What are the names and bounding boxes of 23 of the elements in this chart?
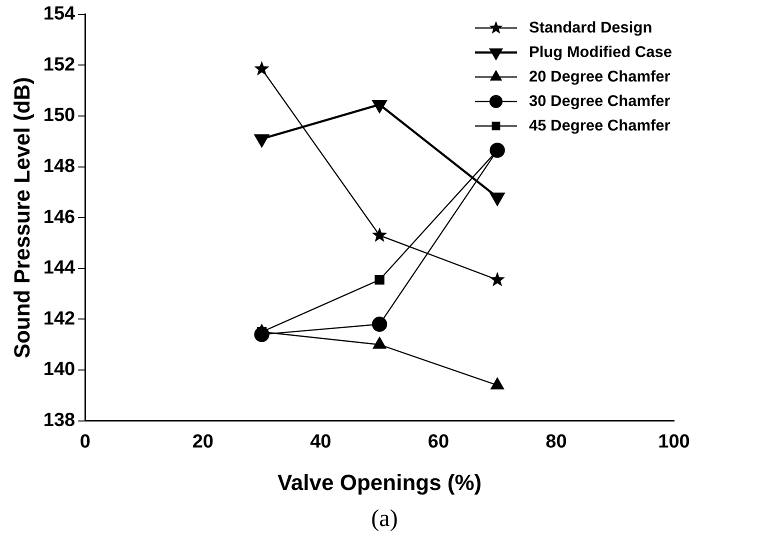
legend-label: Plug Modified Case <box>529 44 672 61</box>
legend-label: 20 Degree Chamfer <box>529 68 670 86</box>
x-tick-label: 80 <box>546 431 567 452</box>
y-tick-label: 150 <box>43 105 76 126</box>
x-tick-label: 100 <box>658 431 690 452</box>
y-tick-label: 144 <box>43 258 76 279</box>
y-tick-label: 140 <box>43 359 76 380</box>
y-tick-label: 148 <box>43 156 76 178</box>
y-tick-label: 154 <box>43 4 76 25</box>
legend-label: 45 Degree Chamfer <box>529 117 670 134</box>
x-tick-label: 60 <box>428 431 450 452</box>
y-tick-label: 152 <box>43 54 76 76</box>
x-axis-title: Valve Openings (%) <box>277 470 482 495</box>
legend-label: 30 Degree Chamfer <box>529 92 670 110</box>
y-tick-label: 138 <box>43 410 76 432</box>
y-tick-label: 146 <box>43 206 76 228</box>
y-tick-label: 142 <box>43 308 76 330</box>
x-tick-label: 40 <box>310 431 332 452</box>
text: (a) <box>370 506 399 533</box>
legend-label: Standard Design <box>529 19 652 36</box>
x-tick-label: 0 <box>80 431 90 452</box>
x-tick-label: 20 <box>192 431 214 452</box>
y-axis-title: Sound Pressure Level (dB) <box>9 77 34 358</box>
